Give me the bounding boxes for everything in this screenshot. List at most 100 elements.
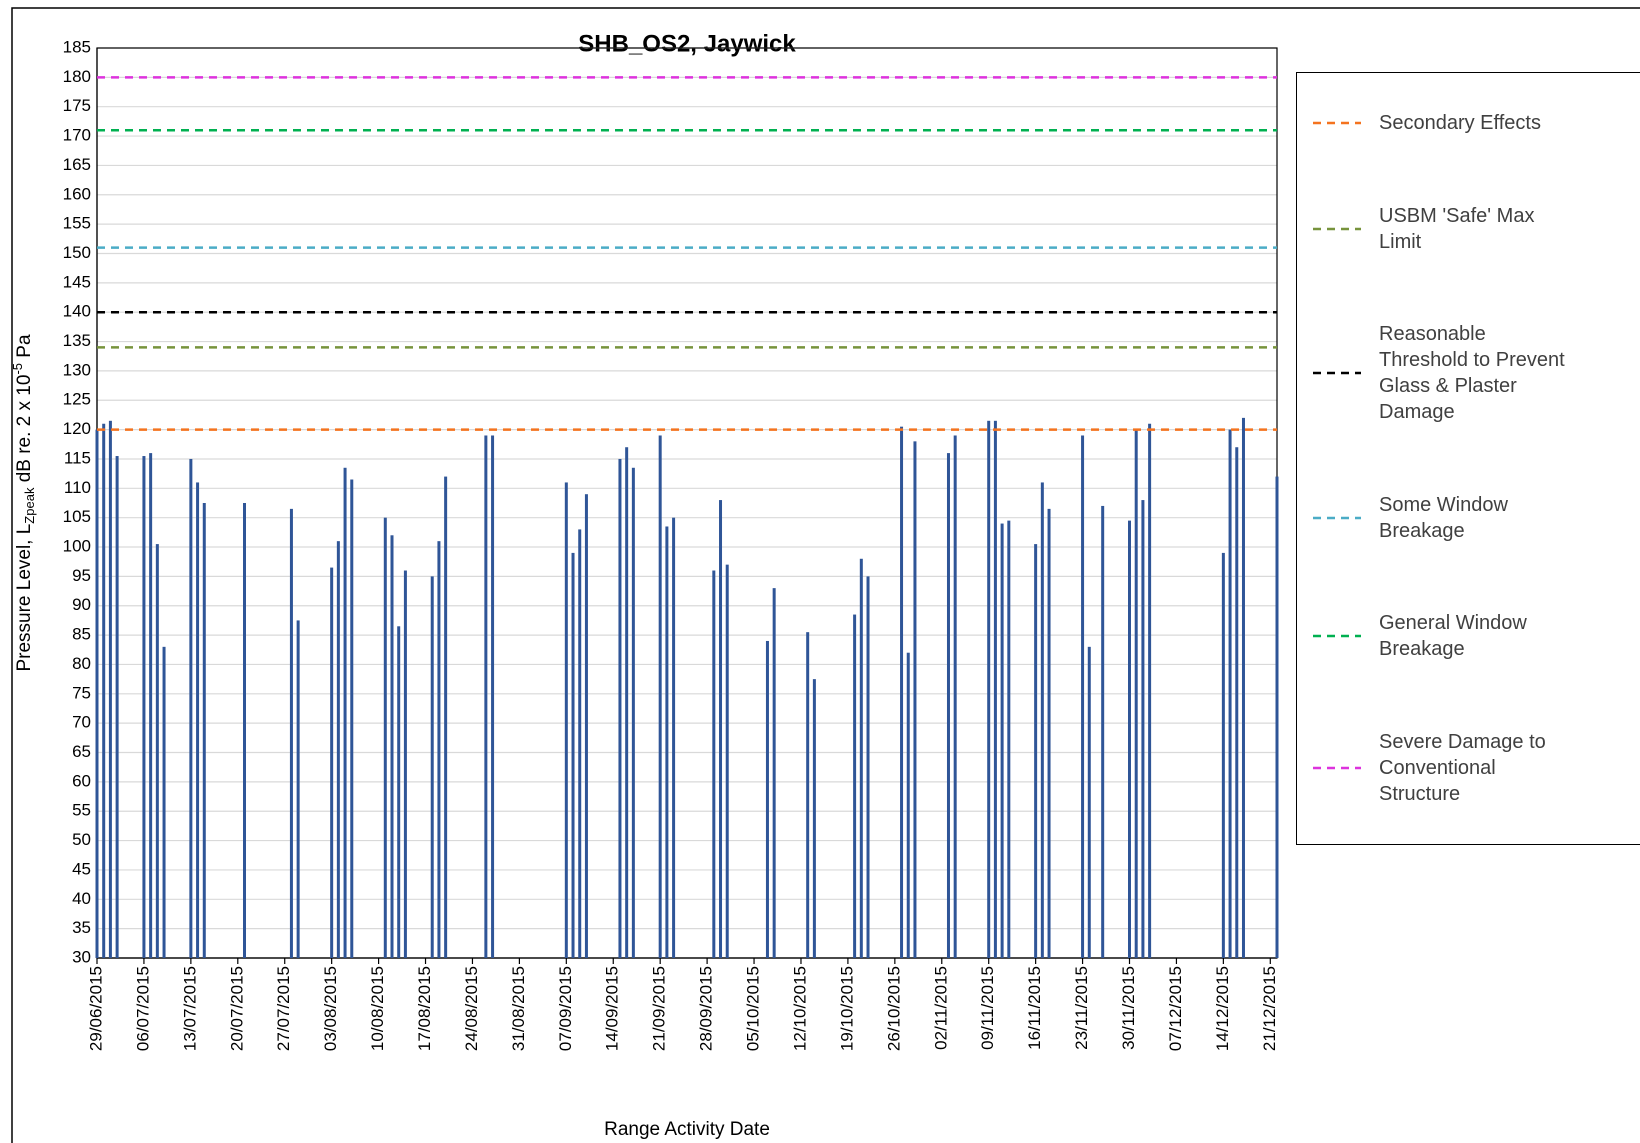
bar xyxy=(564,482,568,958)
bar xyxy=(330,567,334,958)
y-tick-label: 170 xyxy=(63,126,91,145)
bar xyxy=(383,517,387,958)
x-tick-label: 14/09/2015 xyxy=(603,966,622,1051)
bar xyxy=(672,517,676,958)
x-tick-label: 03/08/2015 xyxy=(321,966,340,1051)
legend-item: Reasonable Threshold to Prevent Glass & … xyxy=(1297,321,1640,425)
y-tick-label: 65 xyxy=(72,742,91,761)
y-tick-label: 50 xyxy=(72,830,91,849)
bar xyxy=(196,482,200,958)
x-tick-label: 16/11/2015 xyxy=(1025,966,1044,1050)
y-tick-label: 140 xyxy=(63,302,91,321)
bar xyxy=(571,552,575,958)
bar xyxy=(1101,505,1105,958)
bar xyxy=(772,588,776,958)
x-tick-label: 13/07/2015 xyxy=(180,966,199,1051)
legend-label: Severe Damage to Conventional Structure xyxy=(1379,730,1546,805)
bar xyxy=(987,420,991,958)
chart-title: SHB_OS2, Jaywick xyxy=(578,30,796,57)
bar xyxy=(1034,544,1038,958)
y-tick-label: 105 xyxy=(63,507,91,526)
bar xyxy=(390,535,394,958)
bar xyxy=(1040,482,1044,958)
legend-swatch xyxy=(1313,227,1361,230)
legend-swatch xyxy=(1313,766,1361,769)
x-tick-label: 07/12/2015 xyxy=(1166,966,1185,1051)
x-tick-label: 17/08/2015 xyxy=(415,966,434,1051)
x-tick-label: 24/08/2015 xyxy=(462,966,481,1051)
bar xyxy=(1228,429,1232,958)
bar xyxy=(202,503,206,958)
bar xyxy=(712,570,716,958)
y-tick-label: 165 xyxy=(63,155,91,174)
legend-swatch xyxy=(1313,516,1361,519)
bar xyxy=(618,458,622,958)
bar xyxy=(906,652,910,958)
y-tick-label: 130 xyxy=(63,360,91,379)
legend-item: Secondary Effects xyxy=(1297,110,1640,136)
y-tick-label: 150 xyxy=(63,243,91,262)
y-tick-label: 30 xyxy=(72,947,91,966)
bar xyxy=(1047,508,1051,958)
bar xyxy=(993,420,997,958)
y-tick-label: 40 xyxy=(72,889,91,908)
bar xyxy=(1081,435,1085,958)
bar xyxy=(1235,447,1239,958)
bar xyxy=(403,570,407,958)
y-tick-label: 35 xyxy=(72,918,91,937)
bar xyxy=(1000,523,1004,958)
bar xyxy=(658,435,662,958)
x-tick-label: 02/11/2015 xyxy=(931,966,950,1050)
bar xyxy=(149,453,153,958)
bar xyxy=(95,429,99,958)
y-tick-label: 85 xyxy=(72,625,91,644)
legend-label: USBM 'Safe' Max Limit xyxy=(1379,204,1535,253)
bar xyxy=(397,626,401,958)
y-tick-label: 75 xyxy=(72,683,91,702)
bar xyxy=(102,423,106,958)
plot-frame xyxy=(96,47,1278,959)
x-tick-label: 29/06/2015 xyxy=(86,966,105,1051)
x-tick-label: 23/11/2015 xyxy=(1072,966,1091,1050)
legend-item: USBM 'Safe' Max Limit xyxy=(1297,203,1640,255)
bar xyxy=(625,447,629,958)
y-tick-label: 90 xyxy=(72,595,91,614)
bar xyxy=(1241,417,1245,958)
bar xyxy=(584,494,588,958)
y-label-sub: Zpeak xyxy=(22,487,37,524)
bar xyxy=(1221,552,1225,958)
bar xyxy=(866,576,870,958)
y-tick-label: 160 xyxy=(63,184,91,203)
y-label-sup: -5 xyxy=(10,363,25,375)
y-tick-label: 100 xyxy=(63,537,91,556)
bar xyxy=(1128,520,1131,958)
bar xyxy=(953,435,957,958)
bar xyxy=(289,508,293,958)
bar xyxy=(1134,429,1138,958)
y-tick-label: 180 xyxy=(63,67,91,86)
y-tick-label: 125 xyxy=(63,390,91,409)
y-tick-label: 175 xyxy=(63,96,91,115)
x-tick-label: 07/09/2015 xyxy=(556,966,575,1051)
y-tick-label: 155 xyxy=(63,214,91,233)
bar xyxy=(631,467,635,958)
bar xyxy=(343,467,347,958)
bar xyxy=(350,479,354,958)
bar xyxy=(665,526,669,958)
x-tick-label: 09/11/2015 xyxy=(978,966,997,1050)
bar xyxy=(1087,646,1091,958)
bar xyxy=(108,420,112,958)
bar xyxy=(296,620,300,958)
legend-label: Some Window Breakage xyxy=(1379,493,1508,542)
y-tick-label: 115 xyxy=(64,448,91,467)
legend-label: General Window Breakage xyxy=(1379,612,1527,661)
x-tick-label: 26/10/2015 xyxy=(884,966,903,1051)
bar xyxy=(336,541,340,958)
legend-label: Secondary Effects xyxy=(1379,112,1541,135)
bar xyxy=(719,500,723,958)
bar xyxy=(142,456,146,958)
y-tick-label: 120 xyxy=(63,419,91,438)
x-tick-label: 19/10/2015 xyxy=(837,966,856,1051)
